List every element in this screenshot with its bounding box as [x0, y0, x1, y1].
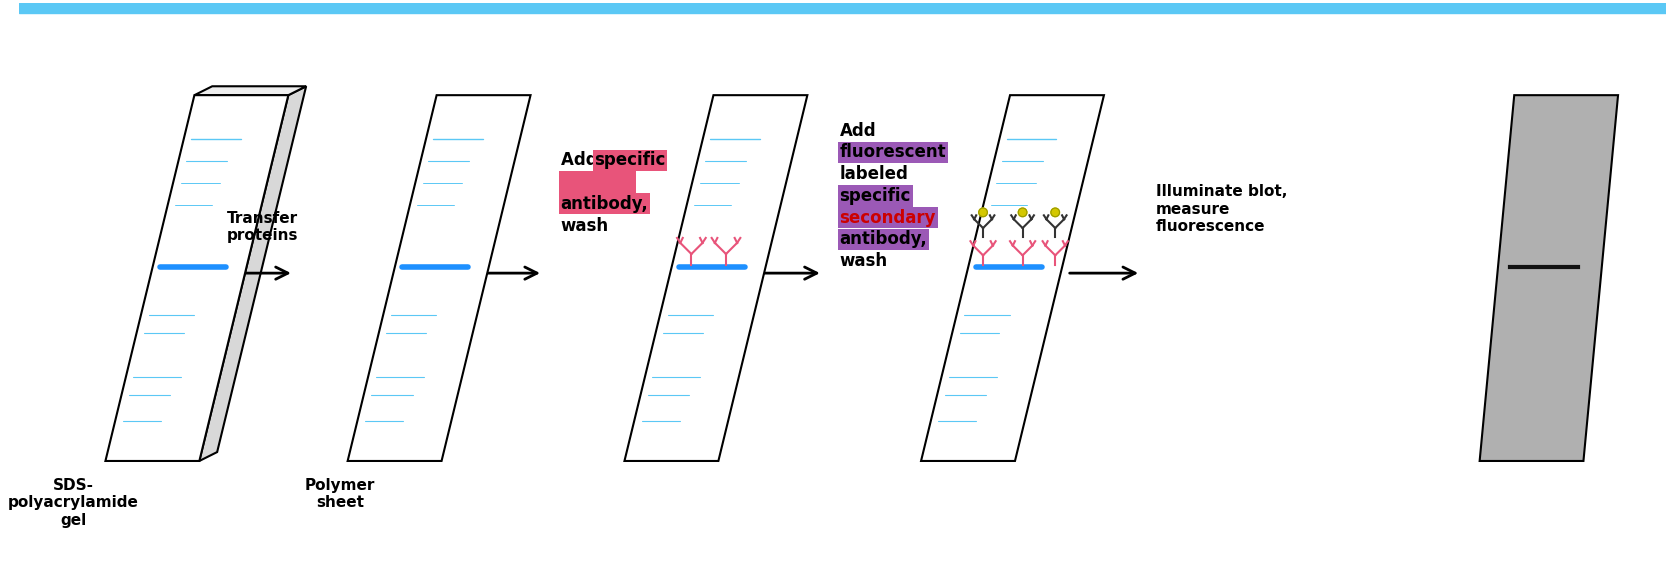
- Text: Transfer
proteins: Transfer proteins: [227, 211, 298, 243]
- Text: specific: specific: [595, 151, 666, 169]
- Polygon shape: [921, 95, 1105, 461]
- Text: SDS-
polyacrylamide
gel: SDS- polyacrylamide gel: [8, 478, 138, 528]
- Circle shape: [1051, 208, 1060, 216]
- Bar: [18, 3, 1666, 13]
- Text: specific: specific: [840, 187, 911, 205]
- Text: fluorescent: fluorescent: [840, 143, 946, 161]
- Polygon shape: [105, 95, 288, 461]
- Text: primary: primary: [561, 173, 635, 191]
- Text: labeled: labeled: [840, 165, 908, 183]
- Circle shape: [1018, 208, 1026, 216]
- Polygon shape: [1479, 95, 1618, 461]
- Text: Add: Add: [561, 151, 603, 169]
- Text: Illuminate blot,
measure
fluorescence: Illuminate blot, measure fluorescence: [1156, 184, 1288, 234]
- Polygon shape: [348, 95, 530, 461]
- Text: Add: Add: [840, 122, 876, 140]
- Text: secondary: secondary: [840, 208, 936, 227]
- Polygon shape: [195, 86, 307, 95]
- Text: wash: wash: [561, 216, 608, 235]
- Circle shape: [978, 208, 988, 216]
- Text: Polymer
sheet: Polymer sheet: [305, 478, 375, 510]
- Polygon shape: [200, 86, 307, 461]
- Text: wash: wash: [840, 252, 888, 270]
- Text: antibody,: antibody,: [561, 195, 648, 213]
- Text: antibody,: antibody,: [840, 231, 928, 248]
- Polygon shape: [625, 95, 808, 461]
